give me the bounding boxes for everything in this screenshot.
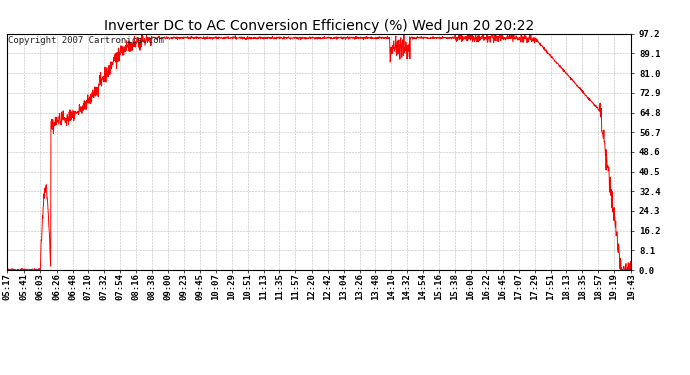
- Title: Inverter DC to AC Conversion Efficiency (%) Wed Jun 20 20:22: Inverter DC to AC Conversion Efficiency …: [104, 19, 534, 33]
- Text: Copyright 2007 Cartronics.com: Copyright 2007 Cartronics.com: [8, 36, 164, 45]
